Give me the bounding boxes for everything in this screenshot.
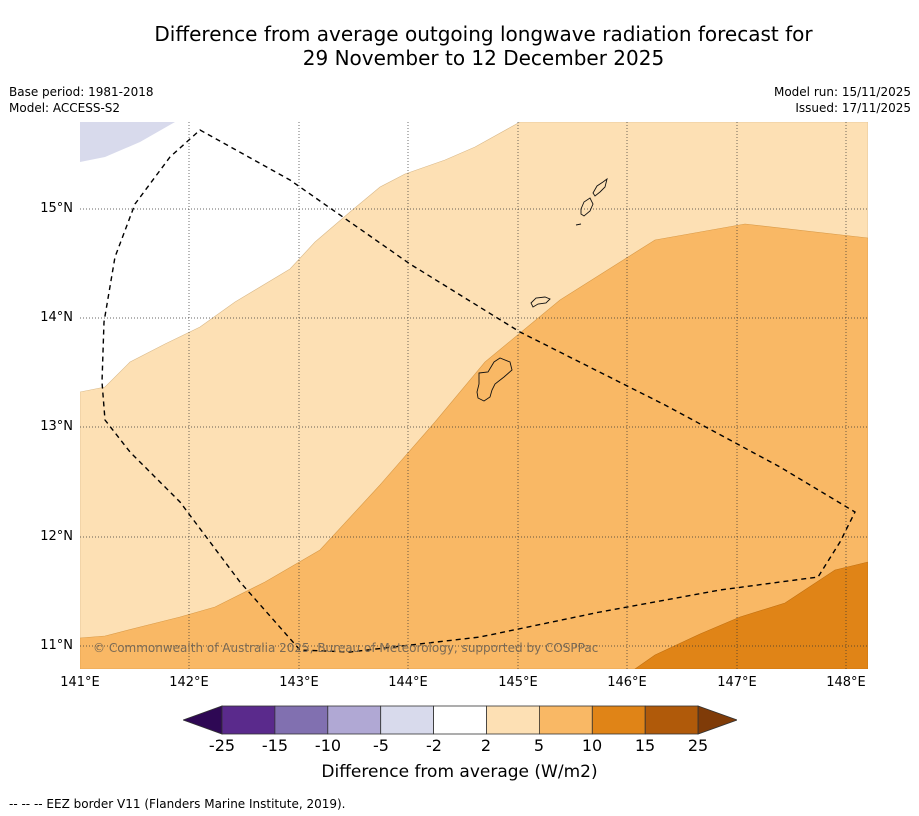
saipan-island <box>592 177 608 197</box>
colorbar-tick: -15 <box>261 736 289 755</box>
islands <box>476 177 608 402</box>
map-panel[interactable]: © Commonwealth of Australia 2025, Bureau… <box>80 122 868 669</box>
colorbar-tick: -5 <box>373 736 389 755</box>
colorbar-cell <box>221 705 276 735</box>
eez-border <box>101 129 856 653</box>
lon-label-144: 144°E <box>388 675 428 690</box>
lon-label-147: 147°E <box>717 675 757 690</box>
lat-label-13: 13°N <box>40 419 73 434</box>
tinian-island <box>580 197 594 217</box>
lat-label-15: 15°N <box>40 201 73 216</box>
meta-right: Model run: 15/11/2025 Issued: 17/11/2025 <box>774 84 911 116</box>
title-line-2: 29 November to 12 December 2025 <box>302 46 665 70</box>
colorbar-cell <box>274 705 329 735</box>
colorbar-title: Difference from average (W/m2) <box>321 762 598 782</box>
colorbar-tick: 10 <box>581 736 603 755</box>
lon-label-145: 145°E <box>498 675 538 690</box>
lon-label-143: 143°E <box>279 675 319 690</box>
map-title: Difference from average outgoing longwav… <box>24 22 919 70</box>
title-line-1: Difference from average outgoing longwav… <box>154 22 813 46</box>
colorbar-tick: -10 <box>314 736 342 755</box>
colorbar-cell <box>591 705 646 735</box>
lat-label-11: 11°N <box>40 638 73 653</box>
colorbar <box>181 705 739 735</box>
lon-label-148: 148°E <box>826 675 866 690</box>
meta-left: Base period: 1981-2018 Model: ACCESS-S2 <box>9 84 154 116</box>
colorbar-tick: 15 <box>634 736 656 755</box>
model-run: Model run: 15/11/2025 <box>773 85 911 99</box>
colorbar-tick: -2 <box>426 736 442 755</box>
map-svg <box>80 122 868 669</box>
aguijan-island <box>575 223 582 226</box>
colorbar-cell <box>486 705 540 735</box>
colorbar-cell <box>380 705 434 735</box>
issued-date: Issued: 17/11/2025 <box>795 101 911 115</box>
lat-label-14: 14°N <box>40 310 73 325</box>
base-period: Base period: 1981-2018 <box>9 85 154 99</box>
gridlines <box>80 122 868 669</box>
colorbar-cells <box>181 705 739 735</box>
colorbar-extend-max <box>697 705 739 735</box>
lon-label-146: 146°E <box>607 675 647 690</box>
anomaly-region-10-15 <box>634 561 868 669</box>
guam-island <box>476 357 513 402</box>
lon-label-141: 141°E <box>60 675 100 690</box>
copyright-credit: © Commonwealth of Australia 2025, Bureau… <box>93 641 599 655</box>
colorbar-extend-min <box>181 705 223 735</box>
colorbar-tick: 5 <box>533 736 545 755</box>
colorbar-tick: 25 <box>687 736 709 755</box>
model-name: Model: ACCESS-S2 <box>9 101 121 115</box>
colorbar-cell <box>327 705 382 735</box>
anomaly-region-5-10 <box>80 223 868 669</box>
anomaly-region-minus5-minus2 <box>80 122 175 162</box>
colorbar-cell <box>538 705 593 735</box>
lon-label-142: 142°E <box>169 675 209 690</box>
colorbar-svg <box>181 705 739 735</box>
colorbar-tick: 2 <box>480 736 492 755</box>
colorbar-cell <box>644 705 699 735</box>
lat-label-12: 12°N <box>40 529 73 544</box>
rota-island <box>530 296 551 308</box>
colorbar-cell <box>433 705 487 735</box>
eez-footnote: -- -- -- EEZ border V11 (Flanders Marine… <box>9 797 346 811</box>
colorbar-tick: -25 <box>208 736 236 755</box>
